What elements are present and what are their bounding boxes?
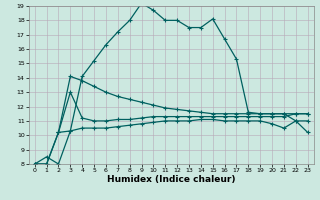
- X-axis label: Humidex (Indice chaleur): Humidex (Indice chaleur): [107, 175, 236, 184]
